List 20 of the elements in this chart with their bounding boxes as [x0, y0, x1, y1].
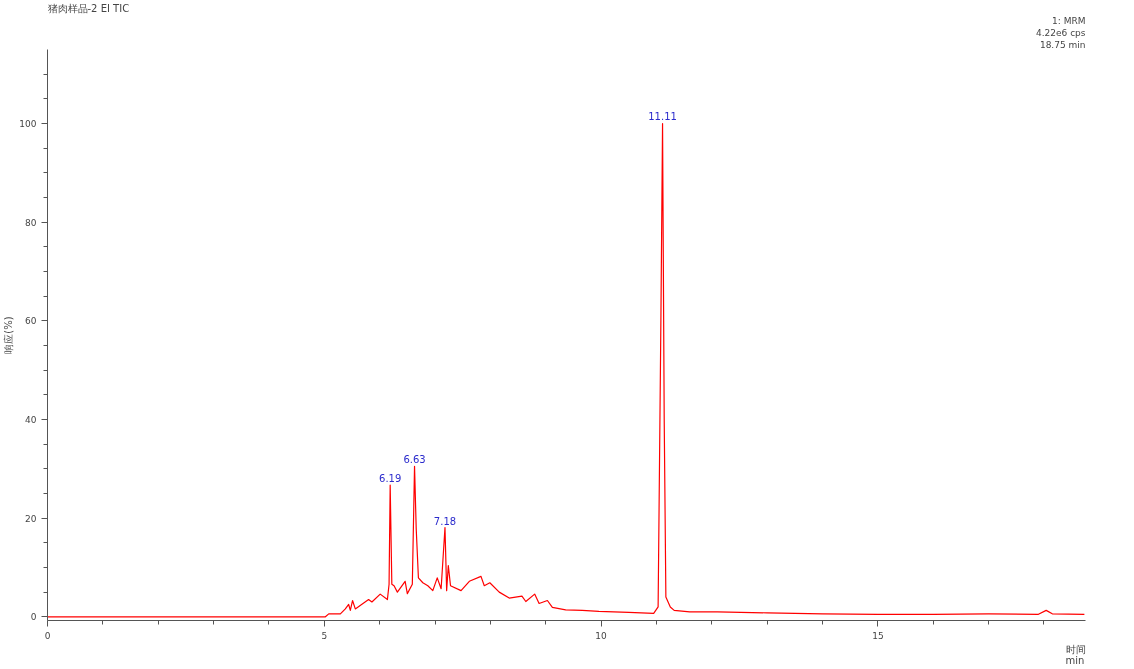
- x-tick-label: 15: [872, 630, 884, 641]
- text: 18.75 min: [1039, 39, 1086, 50]
- y-tick-label: 80: [25, 217, 37, 228]
- chart-title: 猪肉样品-2 EI TIC: [47, 2, 130, 14]
- x-tick-label: 5: [321, 630, 328, 641]
- y-tick-label: 20: [25, 513, 37, 524]
- x-tick-label: 0: [44, 630, 51, 641]
- y-tick-label: 0: [30, 612, 37, 623]
- annotation: 6.63: [403, 454, 426, 466]
- text: 4.22e6 cps: [1035, 27, 1086, 38]
- text: 1: MRM: [1052, 15, 1086, 26]
- y-tick-label: 40: [25, 414, 37, 425]
- y-axis-title: 响应(%): [3, 316, 15, 354]
- x-tick-label: 10: [595, 630, 608, 641]
- y-tick-label: 60: [25, 316, 37, 327]
- annotation: 6.19: [379, 473, 402, 485]
- y-tick-label: 100: [19, 119, 37, 129]
- x-axis-title: 时间 min: [1065, 643, 1086, 666]
- annotation: 11.11: [648, 111, 677, 123]
- annotation: 7.18: [433, 515, 457, 527]
